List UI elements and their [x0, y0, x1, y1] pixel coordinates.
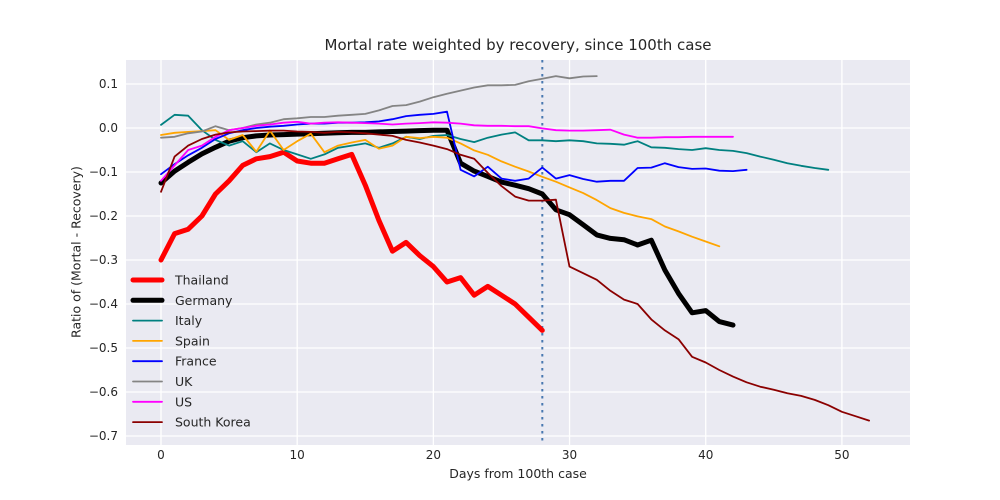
y-tick-label-0: 0.1 [99, 77, 118, 91]
y-tick-label-7: −0.6 [89, 385, 118, 399]
series-line-france [160, 110, 748, 183]
x-tick-label-10: 10 [290, 448, 305, 462]
series-line-us [160, 120, 734, 182]
x-tick-label-30: 30 [562, 448, 577, 462]
y-tick-label-2: −0.1 [89, 165, 118, 179]
x-tick-label-40: 40 [698, 448, 713, 462]
series-line-thailand [158, 149, 545, 333]
legend-label-italy: Italy [175, 313, 203, 328]
y-tick-label-4: −0.3 [89, 253, 118, 267]
y-tick-label-8: −0.7 [89, 429, 118, 443]
y-tick-label-6: −0.5 [89, 341, 118, 355]
y-axis-label: Ratio of (Mortal - Recovery) [68, 166, 84, 338]
y-tick-label-1: 0.0 [99, 121, 118, 135]
plot-area [126, 60, 910, 445]
legend-label-spain: Spain [175, 333, 210, 348]
series-line-italy [160, 113, 830, 171]
legend-label-germany: Germany [175, 293, 233, 308]
x-tick-label-0: 0 [157, 448, 165, 462]
legend-label-uk: UK [175, 374, 193, 389]
series-line-spain [160, 129, 721, 248]
legend-label-thailand: Thailand [174, 273, 229, 288]
legend-label-france: France [175, 354, 217, 369]
legend-label-south-korea: South Korea [175, 415, 251, 430]
x-tick-label-20: 20 [426, 448, 441, 462]
y-tick-label-5: −0.4 [89, 297, 118, 311]
x-axis-label: Days from 100th case [449, 466, 587, 481]
series-line-germany [158, 127, 736, 328]
series-line-south-korea [160, 129, 870, 422]
legend-label-us: US [175, 394, 192, 409]
chart-title: Mortal rate weighted by recovery, since … [324, 36, 712, 54]
y-tick-label-3: −0.2 [89, 209, 118, 223]
x-tick-label-50: 50 [834, 448, 849, 462]
